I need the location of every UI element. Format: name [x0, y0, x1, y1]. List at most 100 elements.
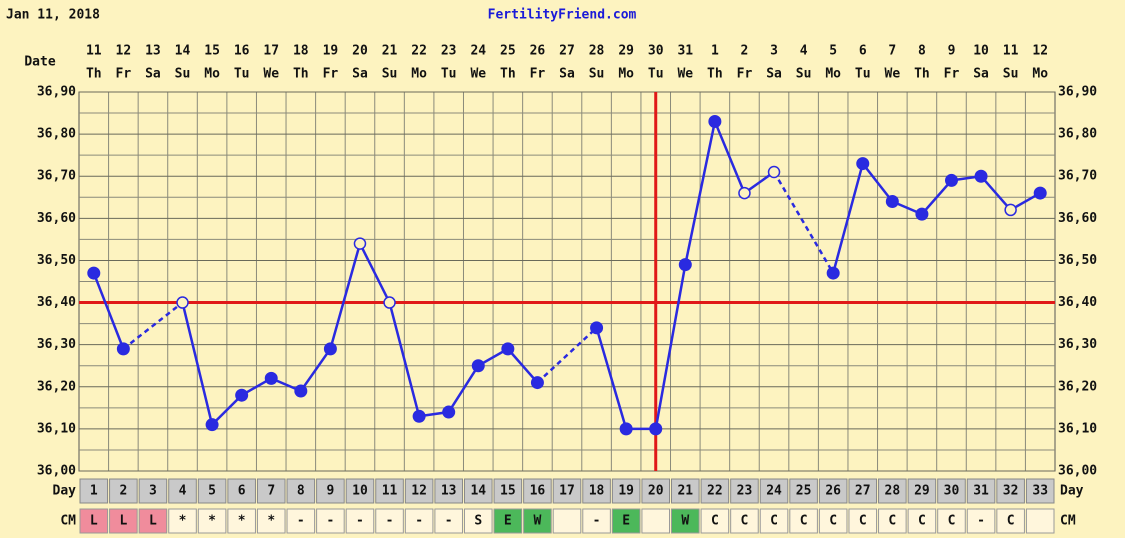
- date-label: 27: [559, 44, 575, 59]
- weekday-label: Mo: [825, 67, 841, 82]
- cm-cell: [523, 508, 552, 534]
- temp-point: [87, 266, 101, 280]
- day-number: 4: [179, 484, 187, 499]
- cm-cell: [611, 508, 641, 534]
- weekday-label: Fr: [323, 67, 339, 82]
- cm-cell: [966, 508, 996, 534]
- cm-value: -: [297, 514, 305, 529]
- weekday-label: Fr: [116, 67, 132, 82]
- cm-cell: [197, 508, 227, 534]
- cm-value: -: [593, 514, 601, 529]
- day-number: 22: [707, 484, 723, 499]
- cm-value: C: [1007, 514, 1015, 529]
- weekday-label: Tu: [441, 67, 457, 82]
- day-number: 23: [737, 484, 753, 499]
- day-cell: [434, 478, 463, 504]
- y-tick-label: 36,30: [37, 337, 76, 352]
- day-cell: [966, 478, 996, 504]
- cm-cell: [907, 508, 937, 534]
- day-cell: [1025, 478, 1055, 504]
- temp-point: [649, 422, 663, 436]
- y-tick-label-right: 36,90: [1058, 85, 1097, 100]
- y-tick-label-right: 36,00: [1058, 464, 1097, 479]
- cm-value: *: [238, 514, 246, 529]
- temp-point: [944, 173, 958, 187]
- y-tick-label: 36,10: [37, 421, 76, 436]
- temp-point: [323, 342, 337, 356]
- day-cell: [641, 478, 671, 504]
- day-number: 8: [297, 484, 305, 499]
- day-number: 11: [382, 484, 398, 499]
- cm-cell: [316, 508, 345, 534]
- temp-point: [885, 194, 899, 208]
- day-number: 6: [238, 484, 246, 499]
- day-number: 5: [208, 484, 216, 499]
- temp-point: [1033, 186, 1047, 200]
- date-label: 16: [234, 44, 250, 59]
- weekday-label: Su: [796, 67, 812, 82]
- date-label: 25: [500, 44, 516, 59]
- day-cell: [109, 478, 138, 504]
- date-label: 3: [770, 44, 778, 59]
- cm-cell: [138, 508, 168, 534]
- day-number: 28: [885, 484, 901, 499]
- weekday-label: We: [677, 67, 693, 82]
- day-cell: [256, 478, 286, 504]
- cm-cell: [404, 508, 434, 534]
- date-label: 13: [145, 44, 161, 59]
- cm-value: *: [267, 514, 275, 529]
- weekday-label: Sa: [559, 67, 575, 82]
- cm-cell: [700, 508, 730, 534]
- date-label: 17: [263, 44, 279, 59]
- gap-bridge: [122, 301, 184, 350]
- temp-point: [383, 296, 396, 309]
- weekday-label: Th: [500, 67, 516, 82]
- day-number: 10: [352, 484, 368, 499]
- day-number: 31: [973, 484, 989, 499]
- day-cell: [404, 478, 434, 504]
- cm-value: -: [977, 514, 985, 529]
- cm-value: C: [948, 514, 956, 529]
- day-number: 12: [411, 484, 427, 499]
- cm-cell: [345, 508, 375, 534]
- weekday-label: Sa: [145, 67, 161, 82]
- day-cell: [523, 478, 552, 504]
- cm-cell: [818, 508, 848, 534]
- day-cell: [996, 478, 1025, 504]
- cm-label: CM: [60, 514, 76, 529]
- day-number: 17: [559, 484, 575, 499]
- date-label: 28: [589, 44, 605, 59]
- temp-point: [176, 296, 189, 309]
- date-label: 5: [829, 44, 837, 59]
- date-label: 10: [973, 44, 989, 59]
- temp-point: [412, 409, 426, 423]
- cm-cell: [168, 508, 197, 534]
- weekday-label: Th: [86, 67, 102, 82]
- cm-cell: [996, 508, 1025, 534]
- cm-value: E: [622, 514, 630, 529]
- day-cell: [227, 478, 256, 504]
- cm-cell: [789, 508, 818, 534]
- date-label: 8: [918, 44, 926, 59]
- weekday-label: Fr: [737, 67, 753, 82]
- day-number: 19: [618, 484, 634, 499]
- day-cell: [197, 478, 227, 504]
- y-tick-label: 36,70: [37, 169, 76, 184]
- date-label: 2: [741, 44, 749, 59]
- weekday-label: Th: [707, 67, 723, 82]
- weekday-label: Tu: [855, 67, 871, 82]
- cm-value: L: [149, 514, 157, 529]
- day-number: 15: [500, 484, 516, 499]
- cm-cell: [878, 508, 907, 534]
- temp-point: [738, 186, 751, 200]
- cm-value: W: [534, 514, 542, 529]
- temp-point: [1004, 203, 1017, 217]
- cm-cell: [759, 508, 789, 534]
- y-tick-label-right: 36,50: [1058, 253, 1097, 268]
- weekday-label: Sa: [352, 67, 368, 82]
- cm-value: C: [711, 514, 719, 529]
- cm-cell: [256, 508, 286, 534]
- weekday-label: We: [885, 67, 901, 82]
- weekday-label: Fr: [530, 67, 546, 82]
